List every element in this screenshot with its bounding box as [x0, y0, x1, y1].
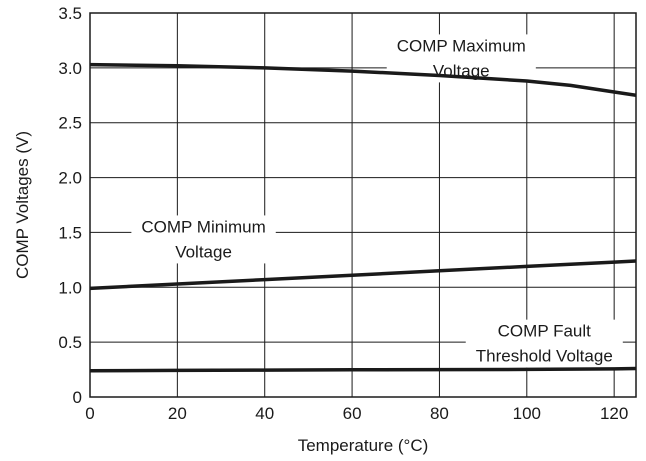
- annotation: COMP Minimum Voltage: [131, 215, 276, 264]
- annotation-line: COMP Fault: [498, 322, 591, 341]
- y-tick-labels: 0 0.5 1.0 1.5 2.0 2.5 3.0 3.5: [58, 4, 82, 407]
- annotation-line: COMP Maximum: [397, 36, 526, 55]
- y-tick-label: 1.0: [58, 278, 82, 297]
- annotation-line: Voltage: [175, 242, 232, 261]
- x-tick-label: 60: [343, 404, 362, 423]
- y-tick-label: 0.5: [58, 333, 82, 352]
- x-tick-labels: 0 20 40 60 80 100 120: [85, 404, 628, 423]
- series-line: [89, 62, 637, 98]
- y-tick-label: 1.5: [58, 223, 82, 242]
- y-tick-label: 3.5: [58, 4, 82, 23]
- series-layer: [89, 62, 637, 373]
- y-tick-label: 3.0: [58, 59, 82, 78]
- series-line: [89, 259, 637, 291]
- x-tick-label: 20: [168, 404, 187, 423]
- series-line: [89, 366, 637, 373]
- y-axis-title: COMP Voltages (V): [13, 131, 32, 279]
- annotation-line: Threshold Voltage: [476, 347, 613, 366]
- annotation-line: COMP Minimum: [141, 217, 265, 236]
- x-tick-label: 120: [600, 404, 628, 423]
- x-tick-label: 0: [85, 404, 94, 423]
- x-tick-label: 80: [430, 404, 449, 423]
- x-tick-label: 100: [513, 404, 541, 423]
- y-tick-label: 0: [73, 388, 82, 407]
- annotation: COMP Fault Threshold Voltage: [465, 319, 623, 368]
- plot-frame: [89, 12, 637, 398]
- y-tick-label: 2.0: [58, 169, 82, 188]
- annotation-background: [131, 215, 276, 264]
- y-tick-label: 2.5: [58, 114, 82, 133]
- x-tick-label: 40: [255, 404, 274, 423]
- x-axis-title: Temperature (°C): [298, 436, 429, 455]
- annotation-background: [465, 319, 623, 368]
